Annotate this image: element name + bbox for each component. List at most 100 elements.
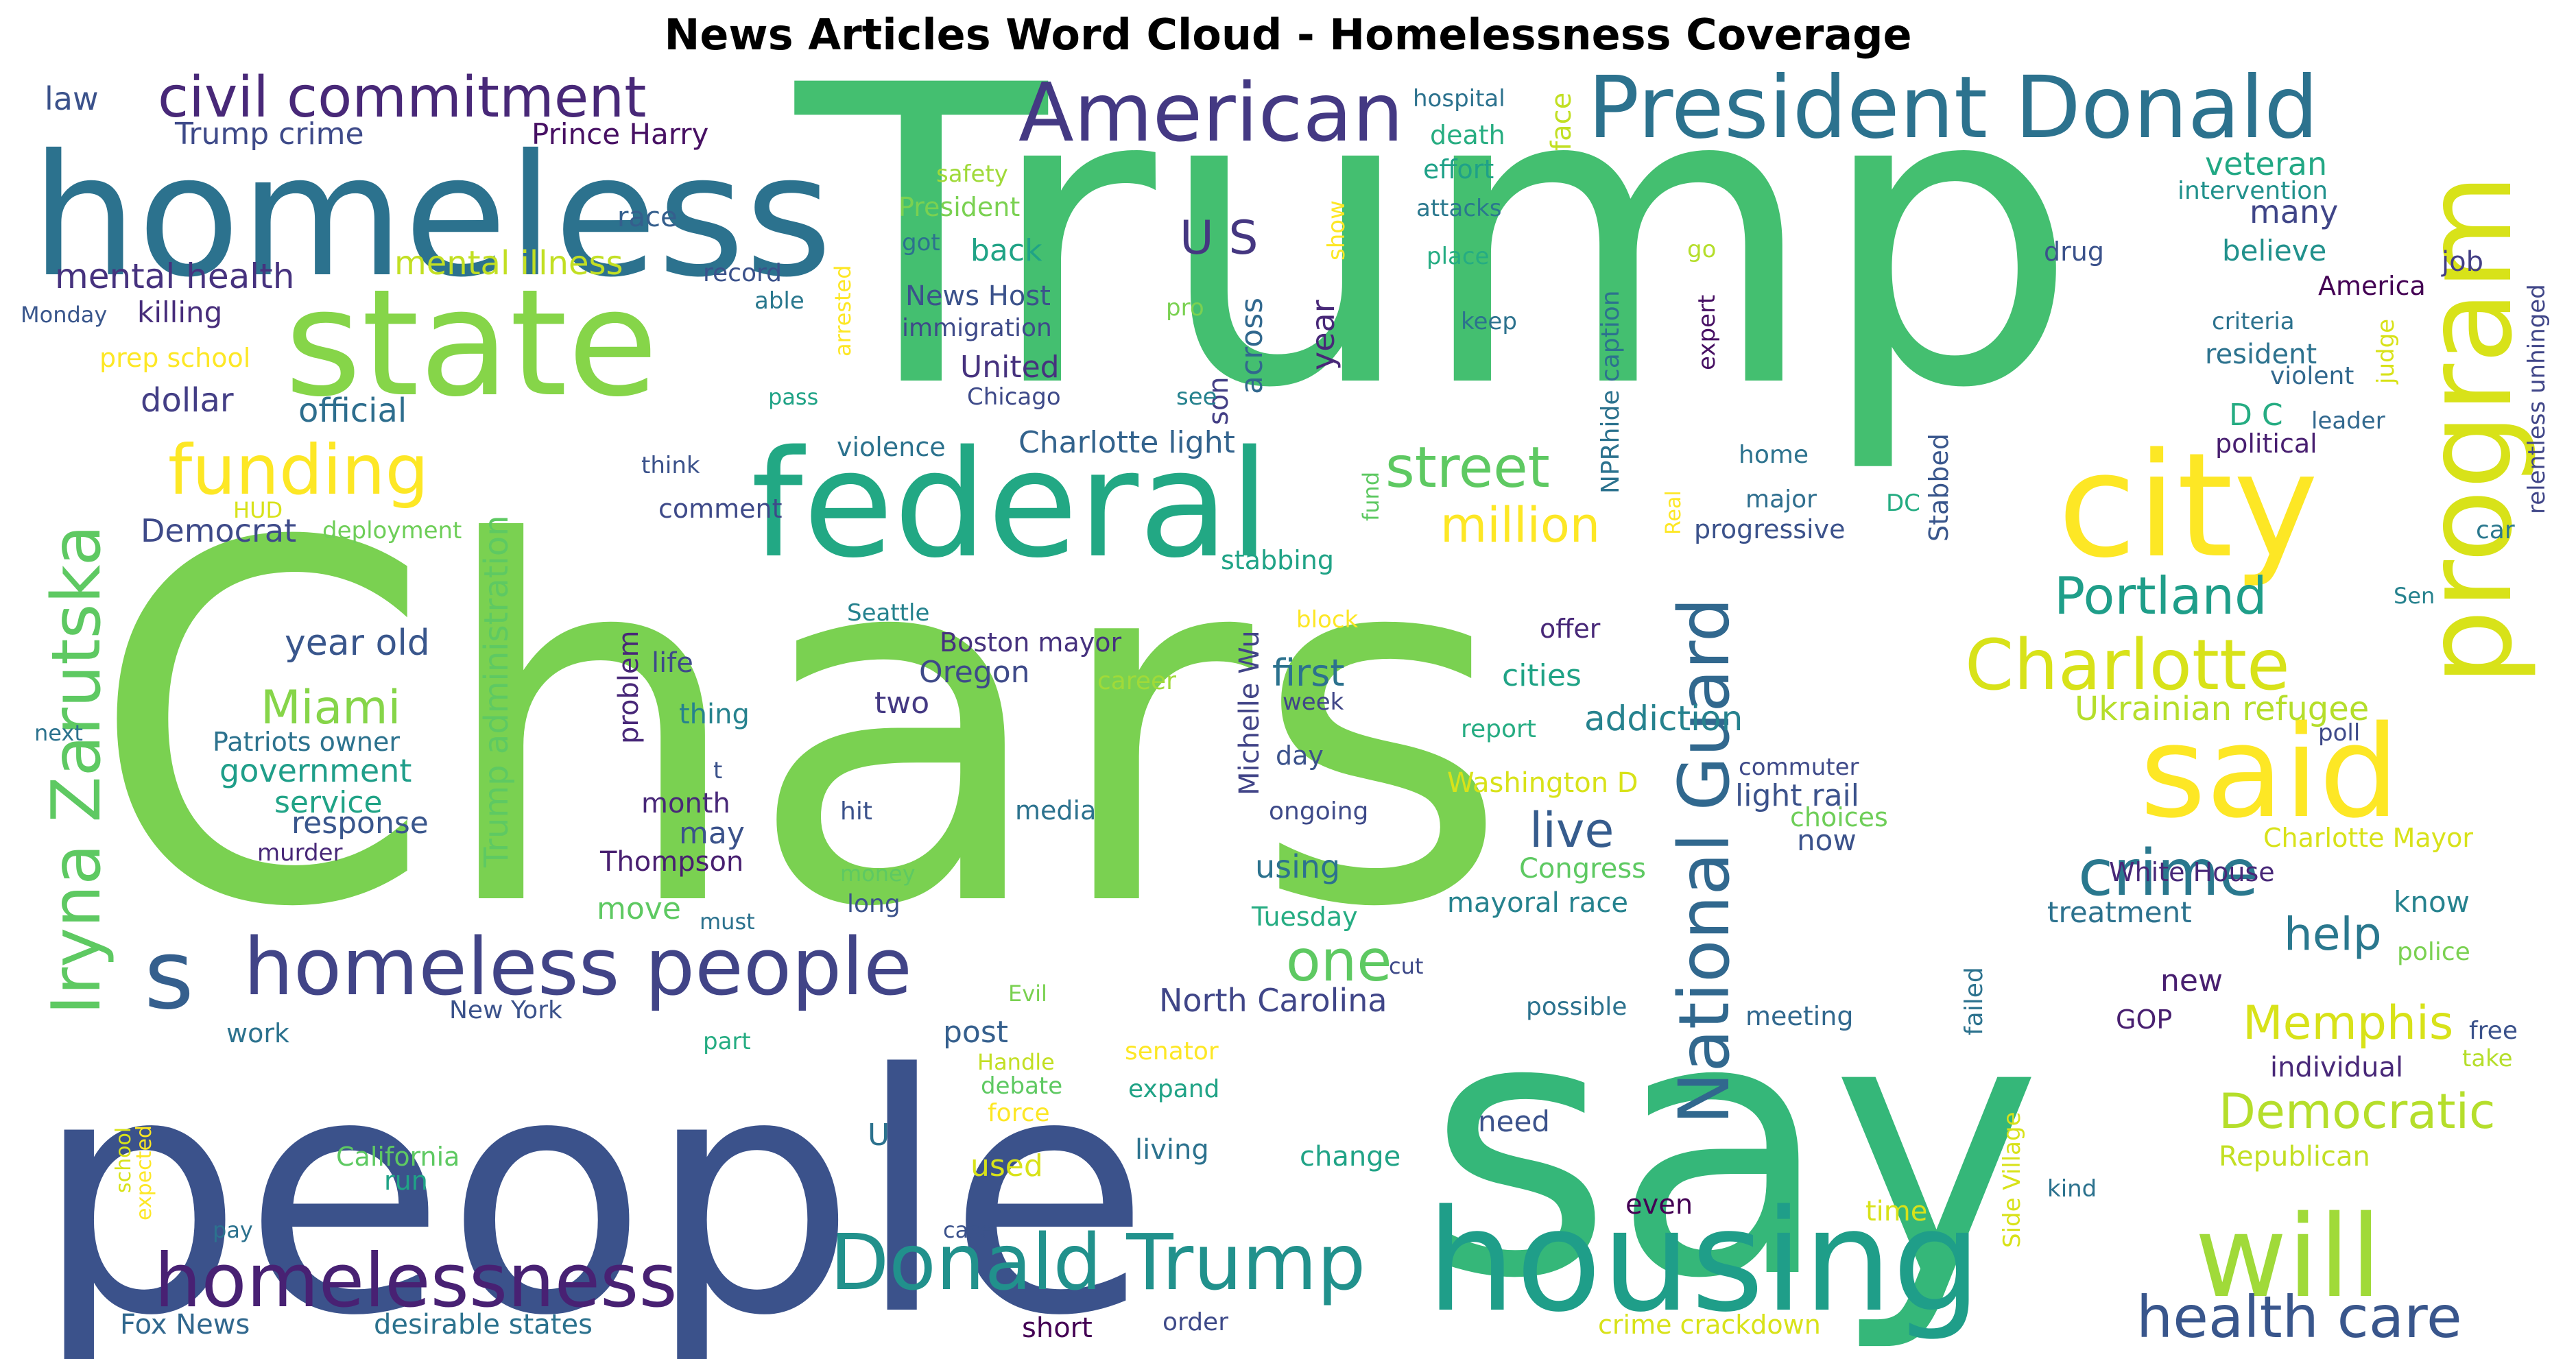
word-political: political (2215, 429, 2317, 459)
word-major: major (1745, 485, 1817, 514)
word-prep-school: prep school (99, 343, 250, 373)
word-kind: kind (2047, 1175, 2097, 1203)
word-miami: Miami (261, 681, 401, 735)
word-senator: senator (1125, 1037, 1219, 1066)
word-record: record (703, 259, 782, 287)
word-order: order (1162, 1308, 1228, 1336)
word-poll: poll (2318, 719, 2360, 747)
word-school: school (112, 1127, 136, 1193)
word-say: say (1427, 941, 2042, 1356)
word-run: run (384, 1166, 428, 1196)
word-able: able (754, 287, 804, 315)
word-violence: violence (837, 432, 946, 462)
word-progressive: progressive (1694, 514, 1845, 544)
word-live: live (1529, 802, 1614, 858)
word-short: short (1022, 1312, 1093, 1344)
word-expand: expand (1128, 1075, 1219, 1103)
word-handle: Handle (977, 1049, 1055, 1075)
word-problem: problem (613, 630, 645, 744)
word-force: force (988, 1099, 1050, 1127)
word-across: across (1235, 298, 1269, 394)
word-year: year (1304, 300, 1341, 370)
word-hud: HUD (233, 497, 283, 523)
word-stabbed: Stabbed (1924, 433, 1954, 542)
word-hit: hit (840, 797, 872, 826)
word-cities: cities (1502, 658, 1582, 693)
word-housing: housing (1427, 1180, 1981, 1343)
word-dc: DC (1886, 490, 1920, 517)
word-news-host: News Host (905, 280, 1051, 312)
word-help: help (2284, 908, 2382, 961)
word-president-donald: President Donald (1588, 58, 2318, 158)
word-homeless-people: homeless people (243, 922, 912, 1013)
word-program: program (2400, 173, 2539, 686)
word-civil-commitment: civil commitment (158, 65, 646, 130)
word-million: million (1440, 497, 1600, 553)
word-living: living (1135, 1134, 1209, 1166)
word-leader: leader (2311, 407, 2385, 435)
word-relentless-unhinged: relentless unhinged (2523, 284, 2551, 514)
word-d-c: D C (2229, 398, 2283, 433)
word-used: used (970, 1148, 1043, 1183)
word-iryna-zarutska: Iryna Zarutska (38, 525, 116, 1015)
word-trump-crime: Trump crime (174, 117, 364, 152)
word-comment: comment (658, 494, 783, 524)
word-individual: individual (2270, 1052, 2403, 1083)
word-mayoral-race: mayoral race (1447, 887, 1628, 919)
word-judge: judge (2372, 319, 2400, 385)
word-think: think (641, 452, 700, 479)
word-t: t (713, 757, 722, 784)
word-attacks: attacks (1416, 195, 1501, 222)
word-dollar: dollar (141, 381, 234, 420)
word-criteria: criteria (2212, 308, 2295, 335)
word-fox-news: Fox News (120, 1309, 250, 1340)
word-law: law (45, 80, 99, 117)
word-expected: expected (132, 1125, 156, 1220)
word-see: see (1176, 383, 1217, 411)
word-crime: crime (2078, 836, 2258, 910)
word-america: America (2318, 271, 2426, 301)
word-president: President (898, 192, 1020, 222)
word-charlotte: Charlotte (1965, 625, 2290, 706)
word-week: week (1283, 688, 1344, 716)
word-many: many (2250, 193, 2338, 230)
word-next: next (34, 720, 83, 746)
word-veteran: veteran (2205, 145, 2327, 182)
word-u-s: U S (1180, 211, 1259, 265)
word-first: first (1272, 651, 1345, 695)
word-arrested: arrested (830, 265, 856, 357)
word-part: part (703, 1028, 751, 1055)
word-california: California (336, 1142, 460, 1172)
word-back: back (970, 233, 1042, 268)
word-michelle-wu: Michelle Wu (1234, 630, 1265, 795)
word-gop: GOP (2116, 1005, 2172, 1035)
word-congress: Congress (1519, 853, 1646, 885)
word-sen: Sen (2394, 583, 2435, 609)
word-street: street (1385, 435, 1550, 501)
word-service: service (274, 785, 383, 820)
word-light-rail: light rail (1735, 778, 1859, 813)
word-funding: funding (168, 430, 429, 510)
word-police: police (2397, 938, 2470, 966)
word-nprhide-caption: NPRhide caption (1597, 290, 1625, 494)
word-u: U (868, 1118, 890, 1153)
word-murder: murder (257, 839, 343, 867)
word-media: media (1015, 795, 1096, 826)
word-donald-trump: Donald Trump (830, 1218, 1365, 1308)
word-desirable-states: desirable states (374, 1309, 593, 1340)
word-s: s (144, 919, 194, 1031)
word-north-carolina: North Carolina (1159, 982, 1387, 1019)
word-move: move (597, 891, 681, 926)
word-oregon: Oregon (919, 655, 1030, 690)
word-addiction: addiction (1584, 699, 1743, 738)
word-killing: killing (137, 296, 222, 329)
word-people: people (34, 1005, 1150, 1359)
word-state: state (285, 257, 658, 429)
word-pro: pro (1166, 294, 1204, 322)
word-government: government (219, 752, 412, 789)
word-failed: failed (1960, 967, 1988, 1035)
word-thing: thing (679, 699, 750, 730)
word-immigration: immigration (902, 314, 1052, 342)
word-american: American (1018, 65, 1404, 160)
